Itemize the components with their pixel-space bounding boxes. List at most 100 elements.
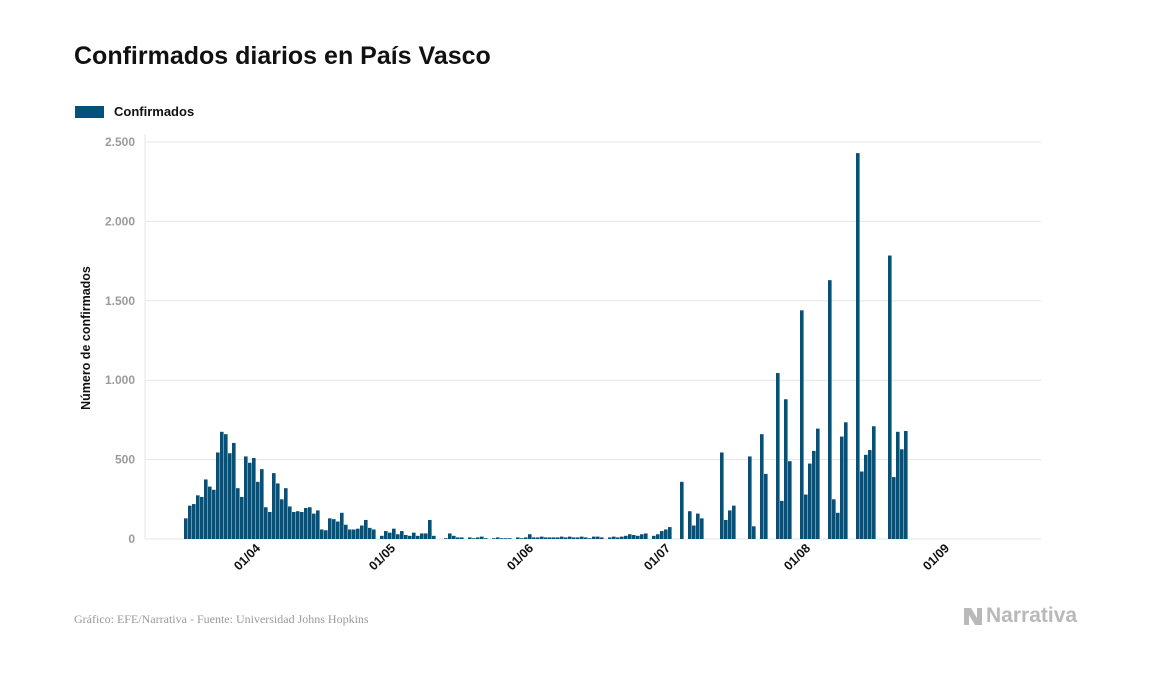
bar	[636, 535, 640, 539]
bar	[720, 452, 724, 539]
bar	[364, 519, 368, 539]
bar	[384, 531, 388, 539]
bar	[836, 512, 840, 539]
bar	[264, 507, 268, 539]
bar	[508, 538, 512, 539]
bar	[860, 471, 864, 539]
bar	[536, 537, 540, 539]
bar	[532, 537, 536, 539]
y-tick-label: 2.000	[105, 214, 135, 228]
bar	[232, 442, 236, 539]
y-tick-label: 1.500	[105, 294, 135, 308]
bar	[584, 537, 588, 539]
bar	[188, 505, 192, 539]
bar	[804, 494, 808, 539]
bar	[892, 477, 896, 539]
bar	[592, 536, 596, 539]
bar	[568, 536, 572, 539]
legend-label: Confirmados	[114, 104, 195, 119]
bar	[868, 450, 872, 539]
bar	[280, 499, 284, 539]
bar	[320, 529, 324, 539]
bar	[752, 526, 756, 539]
bar	[460, 537, 464, 539]
bar	[476, 537, 480, 539]
y-tick-label: 2.500	[105, 135, 135, 149]
bar	[856, 153, 860, 539]
bar	[764, 473, 768, 539]
bar	[904, 431, 908, 539]
bar	[260, 469, 264, 539]
bar	[480, 536, 484, 539]
bar	[544, 537, 548, 539]
bar	[288, 506, 292, 539]
bar	[416, 535, 420, 539]
bar	[728, 510, 732, 539]
bar	[552, 537, 556, 539]
bar	[252, 458, 256, 539]
bar	[248, 462, 252, 539]
source-note: Gráfico: EFE/Narrativa - Fuente: Univers…	[74, 612, 369, 626]
bar	[816, 428, 820, 539]
x-tick-labels: 01/04 01/05 01/06 01/07 01/08 01/09	[231, 541, 952, 573]
bar	[864, 454, 868, 539]
x-tick-label: 01/06	[504, 541, 536, 573]
bar	[896, 431, 900, 539]
legend: Confirmados	[75, 104, 194, 119]
bar	[644, 533, 648, 539]
bar	[428, 519, 432, 539]
bar	[216, 452, 220, 539]
bar	[456, 537, 460, 539]
bar	[484, 538, 488, 539]
bar	[652, 535, 656, 539]
bar	[580, 536, 584, 539]
bar	[572, 537, 576, 539]
bar	[776, 373, 780, 539]
bar	[828, 280, 832, 539]
bar	[404, 535, 408, 539]
bar	[272, 473, 276, 539]
bar	[296, 511, 300, 539]
bar	[660, 531, 664, 539]
bar	[328, 518, 332, 539]
bar	[204, 479, 208, 539]
bar	[332, 519, 336, 539]
bar	[556, 537, 560, 539]
bar	[680, 481, 684, 539]
bar	[284, 488, 288, 539]
bar	[620, 536, 624, 539]
bar	[316, 510, 320, 539]
bar	[344, 524, 348, 539]
x-tick-label: 01/08	[781, 541, 813, 573]
legend-swatch	[75, 105, 104, 118]
bar	[844, 422, 848, 539]
bar	[400, 531, 404, 539]
bar	[496, 537, 500, 539]
bar	[492, 538, 496, 539]
y-tick-label: 1.000	[105, 373, 135, 387]
bar	[292, 512, 296, 539]
bar	[668, 527, 672, 539]
bar	[696, 513, 700, 539]
bar	[308, 507, 312, 539]
bar	[564, 537, 568, 539]
y-tick-labels: 0 500 1.000 1.500 2.000 2.500	[105, 135, 135, 546]
bar	[632, 535, 636, 539]
narrativa-logo-icon	[964, 608, 982, 625]
bar	[616, 537, 620, 539]
bar	[840, 436, 844, 539]
bar	[224, 434, 228, 539]
bar	[356, 528, 360, 539]
bar	[548, 537, 552, 539]
bar	[516, 537, 520, 539]
bar	[528, 534, 532, 539]
bar	[452, 535, 456, 539]
bar	[628, 534, 632, 539]
bar	[236, 488, 240, 539]
bar	[424, 533, 428, 539]
bar	[196, 495, 200, 539]
bar	[380, 535, 384, 539]
x-tick-label: 01/04	[231, 541, 263, 573]
bar	[732, 505, 736, 539]
